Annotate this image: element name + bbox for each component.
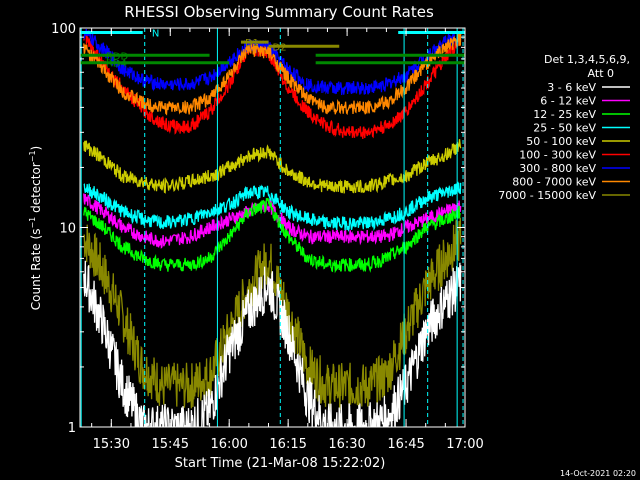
series-line-3-6-kev: [83, 260, 462, 427]
series-line-50-100-kev: [83, 139, 462, 194]
chart-title: RHESSI Observing Summary Count Rates: [124, 3, 434, 21]
legend-label: 25 - 50 keV: [533, 122, 596, 135]
legend-label: 50 - 100 keV: [526, 135, 596, 148]
legend-label: 6 - 12 keV: [540, 95, 596, 108]
x-axis-label: Start Time (21-Mar-08 15:22:02): [175, 456, 386, 471]
legend-header-line2: Att 0: [588, 67, 614, 80]
flag-label-rdd: RDD: [106, 51, 129, 62]
x-tick-label: 16:00: [210, 437, 247, 452]
legend-label: 800 - 7000 keV: [512, 176, 596, 189]
legend-label: 3 - 6 keV: [547, 81, 596, 94]
series-line-12-25-kev: [83, 197, 462, 274]
legend-label: 300 - 800 keV: [519, 162, 596, 175]
legend-label: 100 - 300 keV: [519, 149, 596, 162]
x-tick-label: 15:45: [152, 437, 189, 452]
y-tick-label: 1: [68, 421, 76, 436]
footer-date: 14-Oct-2021 02:20: [560, 469, 636, 478]
flag-label-rd4: RD4: [106, 59, 127, 70]
flag-label-d2: D2: [273, 42, 287, 53]
legend-label: 12 - 25 keV: [533, 108, 596, 121]
flag-label-n: N: [152, 28, 159, 39]
x-tick-label: 16:45: [387, 437, 424, 452]
legend-label: 7000 - 15000 keV: [498, 189, 596, 202]
x-tick-label: 17:00: [446, 437, 483, 452]
x-tick-label: 16:30: [328, 437, 365, 452]
series-line-300-800-kev: [83, 28, 462, 96]
series-line-7000-15000-kev: [83, 217, 462, 411]
y-tick-label: 10: [59, 222, 76, 237]
x-tick-label: 16:15: [269, 437, 306, 452]
y-axis-label: Count Rate (s−1 detector−1): [28, 146, 43, 310]
series-line-800-7000-kev: [83, 33, 462, 116]
x-tick-label: 15:30: [93, 437, 130, 452]
y-tick-label: 100: [51, 22, 76, 37]
legend-header-line1: Det 1,3,4,5,6,9,: [544, 53, 630, 66]
flag-label-d1: D1: [245, 38, 259, 49]
series-line-25-50-kev: [83, 181, 462, 233]
